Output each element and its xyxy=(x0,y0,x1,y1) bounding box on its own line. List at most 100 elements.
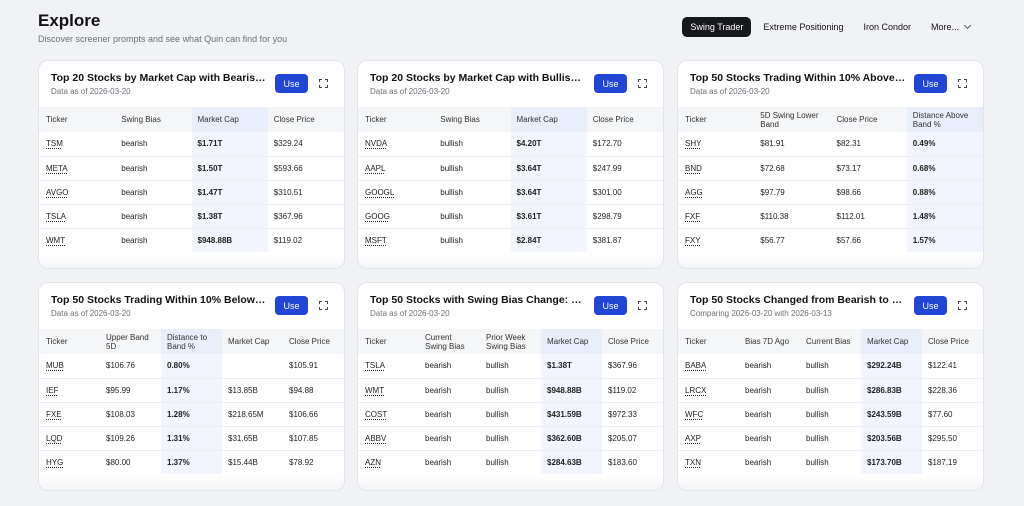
results-table: Ticker 5D Swing Lower Band Close Price Dist… xyxy=(678,107,983,252)
ticker-cell: COST xyxy=(358,402,419,427)
use-button[interactable]: Use xyxy=(594,74,627,93)
column-header[interactable]: Close Price xyxy=(586,107,663,132)
use-button[interactable]: Use xyxy=(914,74,947,93)
column-header[interactable]: Ticker xyxy=(678,329,739,354)
column-header[interactable]: Ticker xyxy=(39,329,100,354)
table-row: AXP bearish bullish $203.56B $295.50 xyxy=(678,426,983,451)
tab-extreme-positioning[interactable]: Extreme Positioning xyxy=(763,22,844,32)
use-button[interactable]: Use xyxy=(275,296,308,315)
column-header[interactable]: Ticker xyxy=(678,107,755,132)
column-header[interactable]: Swing Bias xyxy=(434,107,511,132)
use-button[interactable]: Use xyxy=(594,296,627,315)
table-row: HYG $80.00 1.37% $15.44B $78.92 xyxy=(39,450,344,474)
ticker-link[interactable]: BND xyxy=(685,163,702,173)
card-title[interactable]: Top 20 Stocks by Market Cap with Bullish… xyxy=(370,72,587,84)
ticker-link[interactable]: TSM xyxy=(46,139,63,149)
ticker-link[interactable]: AGG xyxy=(685,187,703,197)
tab-iron-condor[interactable]: Iron Condor xyxy=(863,22,911,32)
expand-icon[interactable] xyxy=(638,79,647,88)
tab-swing-trader[interactable]: Swing Trader xyxy=(682,17,752,37)
ticker-link[interactable]: ABBV xyxy=(365,433,387,443)
table-cell: $1.38T xyxy=(191,204,268,229)
ticker-link[interactable]: COST xyxy=(365,409,388,419)
column-header[interactable]: Market Cap xyxy=(541,329,602,354)
ticker-link[interactable]: MSFT xyxy=(365,235,387,245)
table-cell: $109.26 xyxy=(100,426,161,451)
results-table: Ticker Upper Band 5D Distance to Band % Mar… xyxy=(39,329,344,474)
column-header[interactable]: Upper Band 5D xyxy=(100,329,161,354)
ticker-link[interactable]: TXN xyxy=(685,457,701,467)
table-row: MSFT bullish $2.84T $381.87 xyxy=(358,228,663,252)
column-header[interactable]: Current Swing Bias xyxy=(419,329,480,354)
card-title[interactable]: Top 20 Stocks by Market Cap with Bearish… xyxy=(51,72,268,84)
ticker-link[interactable]: GOOG xyxy=(365,211,390,221)
ticker-link[interactable]: IEF xyxy=(46,385,59,395)
ticker-link[interactable]: TSLA xyxy=(46,211,67,221)
table-cell: bullish xyxy=(800,378,861,403)
ticker-cell: IEF xyxy=(39,378,100,403)
ticker-link[interactable]: NVDA xyxy=(365,139,388,149)
column-header[interactable]: Bias 7D Ago xyxy=(739,329,800,354)
column-header[interactable]: 5D Swing Lower Band xyxy=(754,107,831,132)
ticker-link[interactable]: SHY xyxy=(685,139,702,149)
column-header[interactable]: Swing Bias xyxy=(115,107,192,132)
expand-icon[interactable] xyxy=(958,301,967,310)
use-button[interactable]: Use xyxy=(914,296,947,315)
expand-icon[interactable] xyxy=(319,301,328,310)
ticker-link[interactable]: FXF xyxy=(685,211,701,221)
ticker-link[interactable]: FXE xyxy=(46,409,62,419)
table-cell: $3.61T xyxy=(510,204,587,229)
table-cell: $81.91 xyxy=(754,132,831,157)
column-header[interactable]: Prior Week Swing Bias xyxy=(480,329,541,354)
table-cell: $97.79 xyxy=(754,180,831,205)
column-header[interactable]: Close Price xyxy=(922,329,983,354)
column-header[interactable]: Ticker xyxy=(358,107,435,132)
table-cell: bullish xyxy=(434,204,511,229)
ticker-link[interactable]: FXY xyxy=(685,235,701,245)
ticker-link[interactable]: AZN xyxy=(365,457,381,467)
card-title[interactable]: Top 50 Stocks Changed from Bearish to Bu… xyxy=(690,294,907,306)
tab-more[interactable]: More... xyxy=(923,17,978,37)
expand-icon[interactable] xyxy=(958,79,967,88)
ticker-link[interactable]: AVGO xyxy=(46,187,69,197)
card-title[interactable]: Top 50 Stocks Trading Within 10% Above 5… xyxy=(690,72,907,84)
column-header[interactable]: Current Bias xyxy=(800,329,861,354)
column-header[interactable]: Ticker xyxy=(39,107,116,132)
column-header[interactable]: Market Cap xyxy=(861,329,922,354)
card-title[interactable]: Top 50 Stocks Trading Within 10% Below U… xyxy=(51,294,268,306)
card-title[interactable]: Top 50 Stocks with Swing Bias Change: Bu… xyxy=(370,294,587,306)
ticker-link[interactable]: AXP xyxy=(685,433,702,443)
column-header[interactable]: Market Cap xyxy=(510,107,587,132)
ticker-link[interactable]: WFC xyxy=(685,409,704,419)
ticker-link[interactable]: LRCX xyxy=(685,385,707,395)
ticker-cell: WMT xyxy=(358,378,419,403)
table-cell: bullish xyxy=(800,402,861,427)
column-header[interactable]: Ticker xyxy=(358,329,419,354)
ticker-link[interactable]: WMT xyxy=(365,385,385,395)
table-cell: 1.28% xyxy=(161,402,222,427)
ticker-link[interactable]: LQD xyxy=(46,433,63,443)
ticker-link[interactable]: AAPL xyxy=(365,163,386,173)
ticker-link[interactable]: GOOGL xyxy=(365,187,395,197)
column-header[interactable]: Close Price xyxy=(602,329,663,354)
expand-icon[interactable] xyxy=(638,301,647,310)
column-header[interactable]: Market Cap xyxy=(191,107,268,132)
column-header[interactable]: Market Cap xyxy=(222,329,283,354)
table-cell: $13.85B xyxy=(222,378,283,403)
ticker-link[interactable]: TSLA xyxy=(365,361,386,371)
table-cell: bearish xyxy=(739,402,800,427)
ticker-link[interactable]: META xyxy=(46,163,68,173)
column-header[interactable]: Distance to Band % xyxy=(161,329,222,354)
use-button[interactable]: Use xyxy=(275,74,308,93)
ticker-link[interactable]: BABA xyxy=(685,361,707,371)
expand-icon[interactable] xyxy=(319,79,328,88)
ticker-link[interactable]: MUB xyxy=(46,361,64,371)
column-header[interactable]: Distance Above Band % xyxy=(906,107,983,132)
ticker-link[interactable]: HYG xyxy=(46,457,64,467)
column-header[interactable]: Close Price xyxy=(267,107,344,132)
column-header[interactable]: Close Price xyxy=(830,107,907,132)
card-date: Data as of 2026-03-20 xyxy=(370,87,450,96)
column-header[interactable]: Close Price xyxy=(283,329,344,354)
ticker-link[interactable]: WMT xyxy=(46,235,66,245)
table-row: GOOG bullish $3.61T $298.79 xyxy=(358,204,663,229)
